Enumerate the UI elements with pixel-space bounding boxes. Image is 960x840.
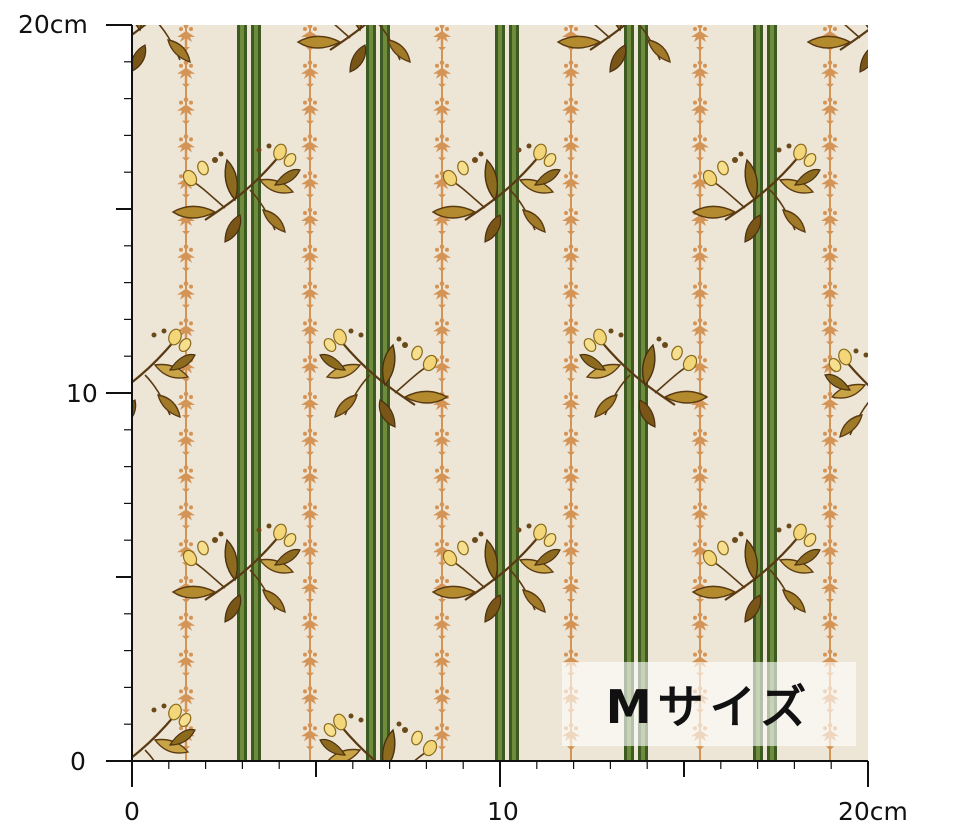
y-axis-label-top: 20cm <box>18 10 88 39</box>
stripe-highlight <box>756 25 760 761</box>
stripe-highlight <box>770 25 774 761</box>
y-axis-label-bottom: 0 <box>70 747 86 776</box>
y-axis-label-mid: 10 <box>66 379 98 408</box>
stripe-highlight <box>369 25 373 761</box>
stripe-highlight <box>254 25 258 761</box>
stripe-highlight <box>627 25 631 761</box>
floral-sprig-icon <box>823 346 868 449</box>
stripe-highlight <box>498 25 502 761</box>
green-stripes <box>237 25 777 761</box>
size-badge: Mサイズ <box>562 662 856 746</box>
stripe-highlight <box>240 25 244 761</box>
stripe-highlight <box>641 25 645 761</box>
stripe-highlight <box>383 25 387 761</box>
size-badge-label: Mサイズ <box>605 680 813 734</box>
ruler-axes <box>106 24 869 787</box>
x-axis-label-right: 20cm <box>838 797 908 826</box>
x-axis-label-left: 0 <box>124 797 140 826</box>
stripe-highlight <box>512 25 516 761</box>
x-axis-label-mid: 10 <box>487 797 519 826</box>
